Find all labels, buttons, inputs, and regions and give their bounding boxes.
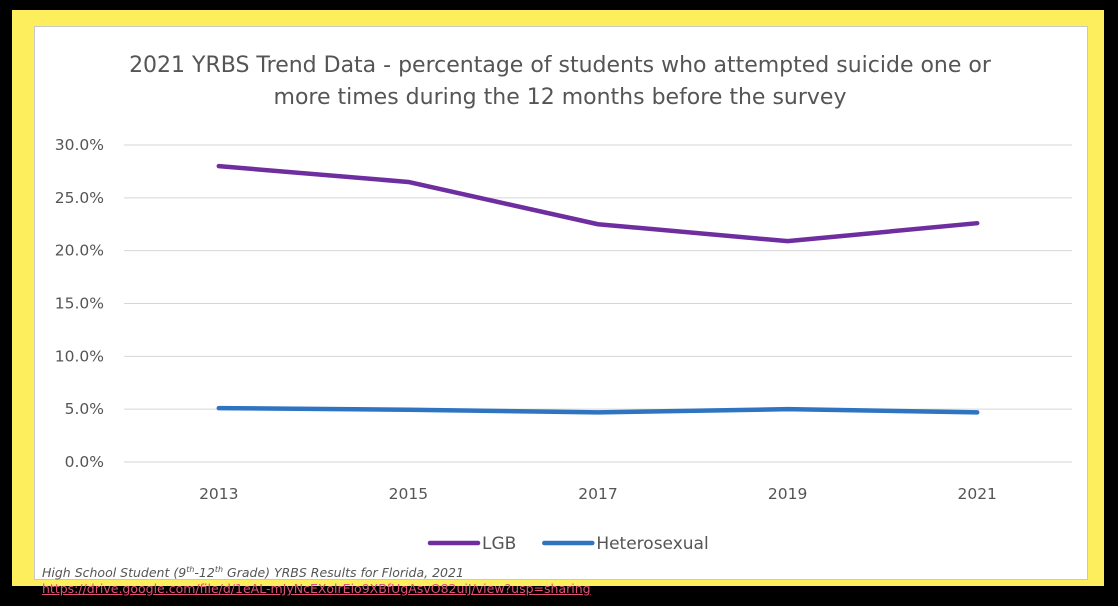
y-tick-label: 25.0%: [55, 189, 104, 207]
caption-part-a: High School Student (9: [42, 565, 187, 581]
x-tick-label: 2015: [389, 485, 428, 503]
caption-part-b: -12: [194, 565, 215, 581]
legend-label: LGB: [482, 534, 516, 554]
chart-title-line-1: 2021 YRBS Trend Data - percentage of stu…: [129, 53, 991, 78]
y-tick-label: 15.0%: [55, 295, 104, 313]
x-tick-label: 2017: [578, 485, 617, 503]
y-tick-label: 0.0%: [65, 453, 104, 471]
x-tick-label: 2021: [957, 485, 996, 503]
x-tick-label: 2019: [768, 485, 807, 503]
chart-title-line-2: more times during the 12 months before t…: [273, 85, 847, 110]
x-tick-label: 2013: [199, 485, 238, 503]
y-tick-label: 20.0%: [55, 242, 104, 260]
chart-title: 2021 YRBS Trend Data - percentage of stu…: [34, 50, 1086, 114]
source-link[interactable]: https://drive.google.com/file/d/1eAL-mJy…: [42, 581, 591, 596]
caption-sup-b: th: [214, 565, 224, 574]
legend-label: Heterosexual: [596, 534, 708, 554]
caption-sup-a: th: [186, 565, 195, 574]
source-caption: High School Student (9th-12th Grade) YRB…: [42, 562, 464, 580]
y-tick-label: 10.0%: [55, 347, 104, 365]
series-line-heterosexual: [216, 405, 980, 415]
caption-part-c: Grade) YRBS Results for Florida, 2021: [223, 565, 464, 581]
series-line-lgb: [216, 163, 980, 244]
y-tick-label: 5.0%: [65, 400, 104, 418]
y-tick-label: 30.0%: [55, 136, 104, 154]
